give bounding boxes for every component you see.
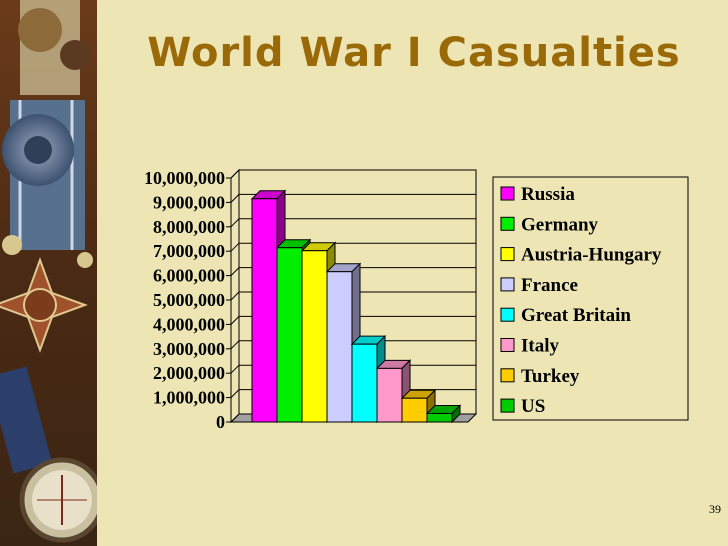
bar-front [276,247,303,423]
y-tick-label: 1,000,000 [153,388,225,408]
gridline [230,242,476,252]
y-tick-label: 10,000,000 [144,168,225,188]
slide-title: World War I Casualties [147,30,681,76]
bar-front [376,367,403,423]
gridline [230,340,476,350]
legend-label: France [521,275,578,296]
legend: Russia Germany Austria-Hungary France Great … [492,176,689,421]
y-tick-label: 9,000,000 [153,192,225,212]
sidebar-decoration [0,0,97,546]
y-tick-label: 2,000,000 [153,363,225,383]
legend-label: Austria-Hungary [521,245,662,266]
legend-label: Italy [521,336,560,357]
gridline [230,267,476,276]
legend-label: Russia [521,184,575,205]
gridline [230,218,476,228]
y-axis: 0 1,000,000 2,000,000 3,000,000 4,000,000 5,0… [144,168,231,432]
bars [250,189,462,424]
bar-front [401,397,428,423]
legend-label: Germany [521,214,599,235]
legend-swatch [500,186,515,201]
y-tick-label: 6,000,000 [153,266,225,286]
bar-front [326,271,353,423]
legend-swatch [500,307,515,322]
y-tick-label: 0 [216,412,225,432]
legend-swatch [500,368,515,383]
slide-number: 39 [709,502,721,516]
legend-label: US [521,396,545,417]
gridline [230,193,476,203]
bar-front [426,412,453,423]
y-tick-label: 3,000,000 [153,339,225,359]
legend-box [492,176,689,421]
y-tick-label: 4,000,000 [153,314,225,334]
legend-swatch [500,338,515,352]
legend-swatch [500,247,515,262]
y-tick-label: 5,000,000 [153,290,225,310]
gridline [230,291,476,301]
bar-front [351,343,378,423]
legend-swatch [500,398,515,413]
legend-swatch [500,216,515,231]
y-tick-label: 7,000,000 [153,241,225,261]
y-tick-label: 8,000,000 [153,217,225,237]
gridline [230,169,476,179]
bar-front [301,250,328,423]
gridline [230,315,476,325]
legend-swatch [500,277,515,292]
bar [425,404,462,424]
legend-label: Turkey [521,366,580,387]
legend-label: Great Britain [521,305,631,326]
bar-front [251,198,278,423]
medal-collage-image [0,0,97,546]
